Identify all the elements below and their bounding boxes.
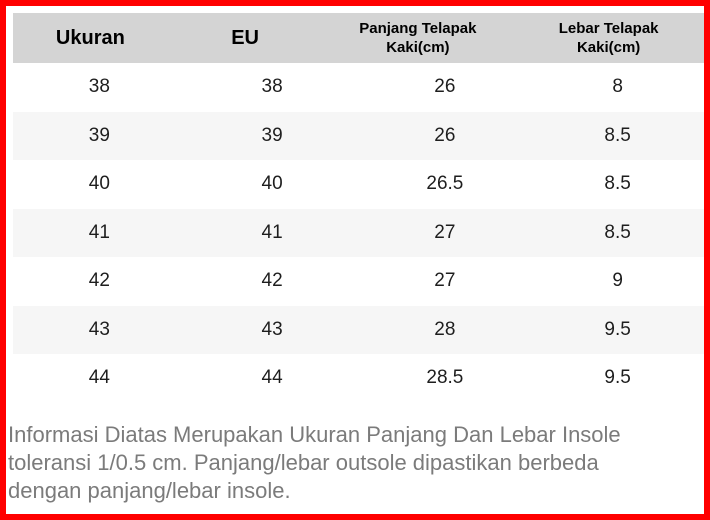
table-cell: 26 <box>434 124 456 146</box>
table-cell: 44 <box>88 367 110 389</box>
column-header-ukuran: Ukuran <box>55 26 125 49</box>
column-header-lebar: Lebar Telapak Kaki(cm) <box>558 20 659 56</box>
note-line: toleransi 1/0.5 cm. Panjang/lebar outsol… <box>8 449 599 475</box>
table-cell: 40 <box>261 173 283 195</box>
table-cell: 9 <box>612 270 623 292</box>
table-cell: 27 <box>434 270 456 292</box>
column-header-eu: EU <box>231 26 260 49</box>
note-line: Informasi Diatas Merupakan Ukuran Panjan… <box>8 421 621 447</box>
table-cell: 43 <box>261 318 283 340</box>
table-cell: 39 <box>88 124 110 146</box>
table-row: 38 38 26 8 <box>13 63 704 112</box>
table-cell: 28.5 <box>426 367 464 389</box>
table-cell: 26 <box>434 76 456 98</box>
table-cell: 40 <box>88 173 110 195</box>
table-cell: 43 <box>88 318 110 340</box>
table-cell: 9.5 <box>604 367 631 389</box>
table-cell: 8.5 <box>604 173 631 195</box>
table-row: 41 41 27 8.5 <box>13 208 704 257</box>
table-cell: 42 <box>88 270 110 292</box>
table-cell: 39 <box>261 124 283 146</box>
table-cell: 8 <box>612 76 623 98</box>
table-cell: 8.5 <box>604 124 631 146</box>
table-cell: 8.5 <box>604 221 631 243</box>
table-cell: 42 <box>261 270 283 292</box>
table-cell: 38 <box>261 76 283 98</box>
table-cell: 9.5 <box>604 318 631 340</box>
table-cell: 28 <box>434 318 456 340</box>
note-line: dengan panjang/lebar insole. <box>8 477 291 503</box>
table-cell: 41 <box>88 221 110 243</box>
table-row: 43 43 28 9.5 <box>13 305 704 354</box>
table-row: 40 40 26.5 8.5 <box>13 160 704 209</box>
table-cell: 27 <box>434 221 456 243</box>
table-cell: 38 <box>88 76 110 98</box>
table-header-row: Ukuran EU Panjang Telapak Kaki(cm) Lebar… <box>13 13 704 63</box>
size-table: Ukuran EU Panjang Telapak Kaki(cm) Lebar… <box>13 13 704 403</box>
table-row: 39 39 26 8.5 <box>13 111 704 160</box>
table-row: 44 44 28.5 9.5 <box>13 354 704 403</box>
table-row: 42 42 27 9 <box>13 257 704 306</box>
column-header-panjang: Panjang Telapak Kaki(cm) <box>359 20 477 56</box>
note-text: Informasi Diatas Merupakan Ukuran Panjan… <box>6 421 704 505</box>
table-cell: 26.5 <box>426 173 464 195</box>
table-cell: 41 <box>261 221 283 243</box>
table-cell: 44 <box>261 367 283 389</box>
table-body: 38 38 26 8 39 39 26 8.5 40 40 26.5 8.5 41 41 27 8.5 42 42… <box>13 63 704 403</box>
